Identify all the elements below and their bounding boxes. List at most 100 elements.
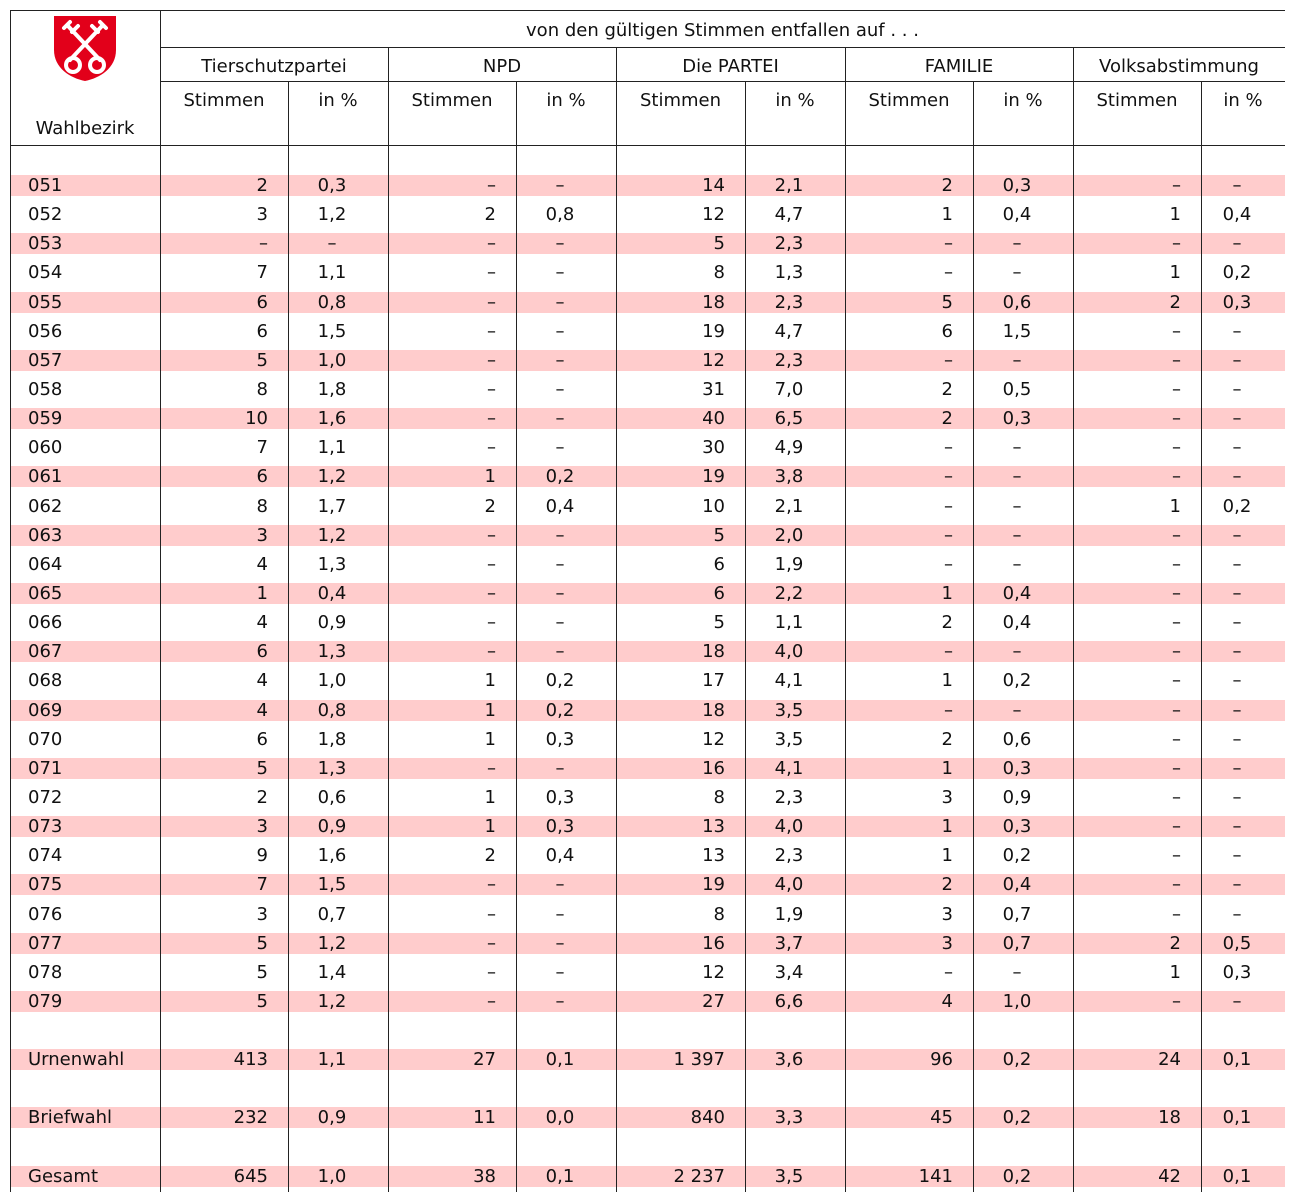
percent: 1,7: [317, 495, 347, 517]
votes: 38: [473, 1165, 496, 1187]
district: 065: [28, 582, 63, 604]
votes: –: [944, 437, 953, 459]
percent: 1,8: [317, 728, 347, 750]
votes: 645: [233, 1165, 268, 1187]
votes: 96: [930, 1049, 953, 1071]
votes: 5: [256, 990, 268, 1012]
percent: 0,3: [1222, 291, 1252, 313]
votes: –: [944, 524, 953, 546]
votes: –: [487, 757, 496, 779]
percent: 0,4: [545, 495, 575, 517]
votes: 4: [256, 670, 268, 692]
percent: 1,0: [317, 1165, 347, 1187]
district: Gesamt: [28, 1165, 99, 1187]
subheader: Stimmen: [868, 90, 950, 111]
votes: 6: [256, 320, 268, 342]
percent: 1,0: [317, 670, 347, 692]
percent: 1,8: [317, 378, 347, 400]
votes: –: [944, 233, 953, 255]
percent: 0,4: [1002, 204, 1032, 226]
votes: –: [1172, 408, 1181, 430]
percent: 0,4: [1002, 612, 1032, 634]
percent: 1,1: [317, 437, 347, 459]
votes: 840: [690, 1107, 725, 1129]
votes: 1: [1169, 262, 1181, 284]
votes: 1 397: [673, 1049, 725, 1071]
votes: –: [487, 524, 496, 546]
percent: 0,8: [317, 291, 347, 313]
percent: –: [555, 612, 565, 634]
votes: 8: [713, 903, 725, 925]
percent: 0,4: [1002, 582, 1032, 604]
votes: 2: [941, 874, 953, 896]
percent: –: [1012, 437, 1022, 459]
votes: 17: [702, 670, 725, 692]
percent: –: [1232, 699, 1242, 721]
percent: –: [555, 233, 565, 255]
votes: 5: [941, 291, 953, 313]
votes: 1: [484, 466, 496, 488]
percent: 0,3: [1002, 757, 1032, 779]
rule: [845, 47, 846, 1192]
votes: 5: [713, 233, 725, 255]
percent: 3,3: [774, 1107, 804, 1129]
percent: 0,3: [545, 816, 575, 838]
votes: 6: [256, 641, 268, 663]
votes: 8: [256, 495, 268, 517]
row-shade: [10, 408, 1285, 430]
votes: 1: [1169, 495, 1181, 517]
percent: 1,5: [317, 874, 347, 896]
percent: 0,3: [1002, 175, 1032, 196]
percent: –: [1012, 553, 1022, 575]
row-shade: [10, 699, 1285, 721]
district: 063: [28, 524, 63, 546]
votes: 45: [930, 1107, 953, 1129]
percent: –: [1232, 757, 1242, 779]
percent: 1,2: [317, 524, 347, 546]
percent: 1,0: [317, 349, 347, 371]
percent: 0,4: [1002, 874, 1032, 896]
percent: 0,3: [545, 786, 575, 808]
percent: –: [1232, 786, 1242, 808]
percent: –: [1232, 728, 1242, 750]
votes: 3: [256, 524, 268, 546]
votes: 1: [484, 816, 496, 838]
votes: 19: [702, 874, 725, 896]
percent: 3,4: [774, 961, 804, 983]
percent: –: [1232, 466, 1242, 488]
percent: 4,0: [774, 874, 804, 896]
percent: –: [555, 378, 565, 400]
percent: –: [1232, 175, 1242, 196]
votes: –: [1172, 553, 1181, 575]
percent: –: [1232, 582, 1242, 604]
district: 051: [28, 175, 63, 196]
votes: 413: [233, 1049, 268, 1071]
votes: 12: [702, 204, 725, 226]
party-name: Die PARTEI: [682, 56, 779, 77]
district: Briefwahl: [28, 1107, 113, 1129]
district: 061: [28, 466, 63, 488]
rule: [10, 10, 1285, 11]
percent: –: [555, 757, 565, 779]
percent: –: [1232, 990, 1242, 1012]
row-shade: [10, 175, 1285, 196]
percent: 1,6: [317, 408, 347, 430]
votes: 2 237: [673, 1165, 725, 1187]
percent: –: [1232, 320, 1242, 342]
votes: –: [1172, 816, 1181, 838]
district: Urnenwahl: [28, 1049, 125, 1071]
subheader: in %: [1003, 90, 1043, 111]
votes: 6: [713, 582, 725, 604]
percent: 0,9: [317, 816, 347, 838]
votes: 8: [256, 378, 268, 400]
votes: 1: [1169, 204, 1181, 226]
votes: 5: [713, 524, 725, 546]
subheader: in %: [318, 90, 358, 111]
votes: –: [1172, 320, 1181, 342]
votes: 4: [256, 612, 268, 634]
row-shade: [10, 524, 1285, 546]
votes: 2: [941, 612, 953, 634]
votes: –: [1172, 641, 1181, 663]
votes: –: [1172, 903, 1181, 925]
